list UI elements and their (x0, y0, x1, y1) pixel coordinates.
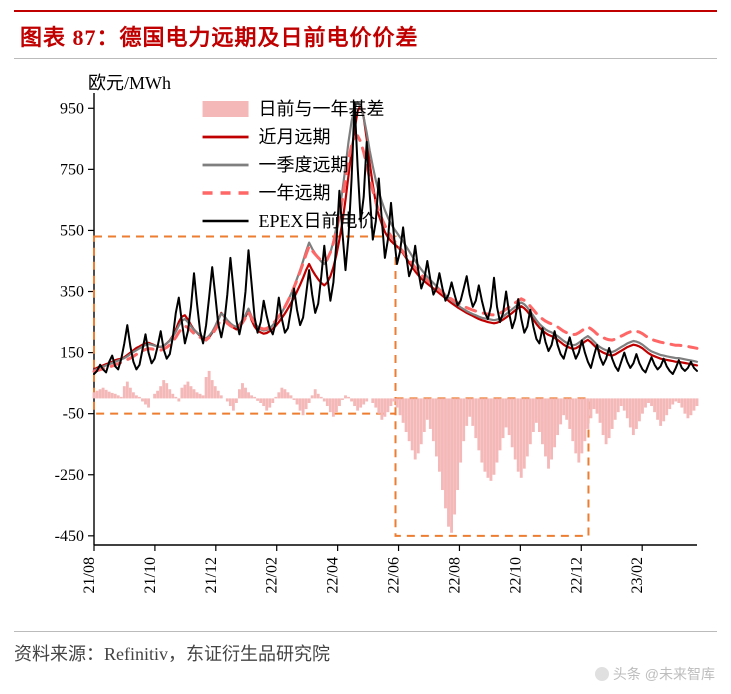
svg-text:欧元/MWh: 欧元/MWh (88, 73, 171, 93)
svg-text:22/04: 22/04 (325, 557, 342, 593)
chart-name: 德国电力远期及日前电价价差 (120, 25, 419, 50)
svg-text:950: 950 (60, 100, 84, 117)
svg-text:21/12: 21/12 (203, 557, 220, 593)
svg-text:一季度远期: 一季度远期 (259, 155, 349, 175)
svg-text:22/10: 22/10 (507, 557, 524, 593)
svg-text:-50: -50 (63, 406, 84, 423)
svg-text:21/08: 21/08 (81, 557, 98, 593)
chart-number: 图表 87： (20, 25, 120, 50)
svg-text:23/02: 23/02 (629, 557, 646, 593)
svg-text:EPEX日前电价: EPEX日前电价 (259, 211, 376, 231)
chart-title: 图表 87：德国电力远期及日前电价价差 (14, 10, 717, 59)
svg-text:-250: -250 (55, 467, 84, 484)
svg-text:近月远期: 近月远期 (259, 127, 331, 147)
svg-text:22/02: 22/02 (264, 557, 281, 593)
watermark: 头条 @未来智库 (595, 664, 715, 684)
chart-area: 欧元/MWh -450 -250 -50 150 350 550 750 950 21/08 21/… (14, 65, 717, 625)
svg-text:750: 750 (60, 161, 84, 178)
svg-text:150: 150 (60, 345, 84, 362)
svg-text:350: 350 (60, 284, 84, 301)
svg-text:22/08: 22/08 (446, 557, 463, 593)
source-label: 资料来源： (14, 644, 104, 664)
svg-text:一年远期: 一年远期 (259, 183, 331, 203)
watermark-icon (595, 667, 609, 681)
svg-text:日前与一年基差: 日前与一年基差 (259, 99, 385, 119)
watermark-text: 头条 @未来智库 (613, 666, 715, 682)
svg-text:22/06: 22/06 (386, 557, 403, 593)
svg-text:550: 550 (60, 222, 84, 239)
source-text: Refinitiv，东证衍生品研究院 (104, 644, 330, 664)
svg-text:22/12: 22/12 (568, 557, 585, 593)
source-line: 资料来源：Refinitiv，东证衍生品研究院 (14, 631, 717, 666)
svg-text:21/10: 21/10 (142, 557, 159, 593)
svg-text:-450: -450 (55, 528, 84, 545)
